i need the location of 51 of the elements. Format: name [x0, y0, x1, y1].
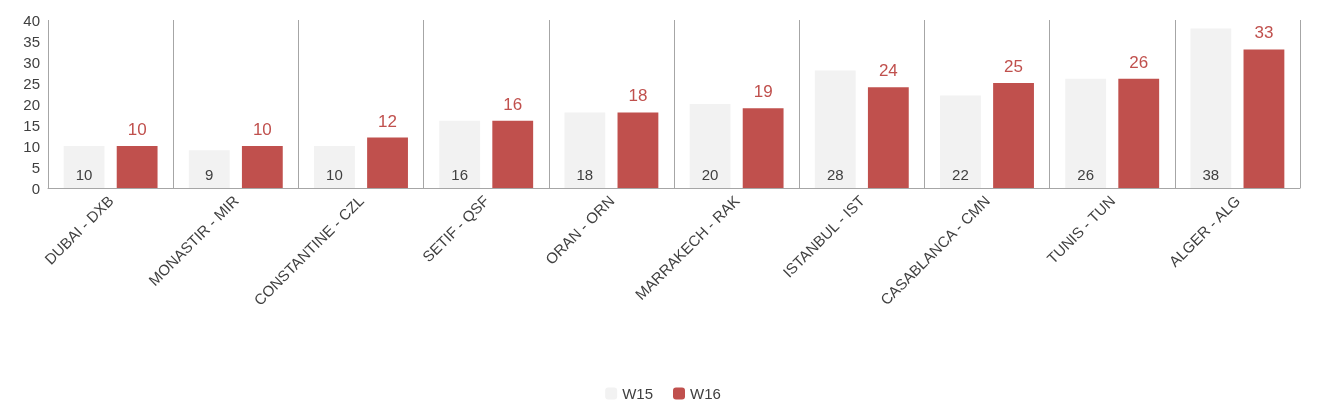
- data-label: 24: [878, 61, 898, 81]
- bar: [314, 146, 355, 188]
- bar: [63, 146, 105, 188]
- y-tick-label: 0: [31, 179, 40, 197]
- data-label: 10: [75, 166, 93, 183]
- bar: [689, 104, 731, 188]
- y-tick-label: 25: [23, 74, 40, 92]
- y-tick-label: 5: [31, 158, 40, 176]
- y-tick-label: 35: [23, 32, 40, 50]
- bar: [867, 87, 909, 188]
- bar: [188, 150, 230, 188]
- bar: [116, 146, 158, 188]
- data-label: 26: [1129, 52, 1149, 72]
- data-label: 26: [1077, 166, 1095, 183]
- bar: [1190, 28, 1232, 188]
- bar: [1065, 78, 1107, 188]
- bar: [367, 137, 408, 188]
- data-label: 20: [701, 166, 719, 183]
- bar: [940, 95, 981, 188]
- bar: [241, 146, 283, 188]
- data-label: 9: [205, 166, 214, 183]
- bar: [993, 83, 1034, 188]
- data-label: 16: [451, 166, 469, 183]
- data-label: 18: [628, 86, 648, 106]
- data-label: 16: [503, 94, 523, 114]
- bar: [439, 120, 481, 188]
- y-tick-label: 15: [23, 116, 40, 134]
- data-label: 12: [378, 111, 397, 131]
- bar: [617, 112, 659, 188]
- bar: [564, 112, 606, 188]
- y-tick-label: 20: [23, 95, 40, 113]
- bar: [742, 108, 784, 188]
- data-label: 38: [1202, 166, 1220, 183]
- data-label: 10: [252, 120, 272, 139]
- y-tick-label: 40: [23, 11, 40, 29]
- legend-label: W16: [690, 385, 721, 402]
- data-label: 22: [952, 166, 969, 183]
- data-label: 18: [576, 166, 594, 183]
- data-label: 28: [826, 166, 844, 183]
- data-label: 10: [127, 120, 147, 139]
- bar: [1118, 78, 1160, 188]
- bar: [492, 120, 534, 188]
- data-label: 10: [326, 166, 343, 183]
- y-tick-label: 30: [23, 53, 40, 71]
- data-label: 33: [1254, 23, 1274, 43]
- bar: [814, 70, 856, 188]
- bar: [1243, 49, 1285, 188]
- legend-label: W15: [622, 385, 653, 402]
- data-label: 25: [1004, 57, 1023, 76]
- data-label: 19: [753, 82, 773, 102]
- y-tick-label: 10: [23, 137, 40, 155]
